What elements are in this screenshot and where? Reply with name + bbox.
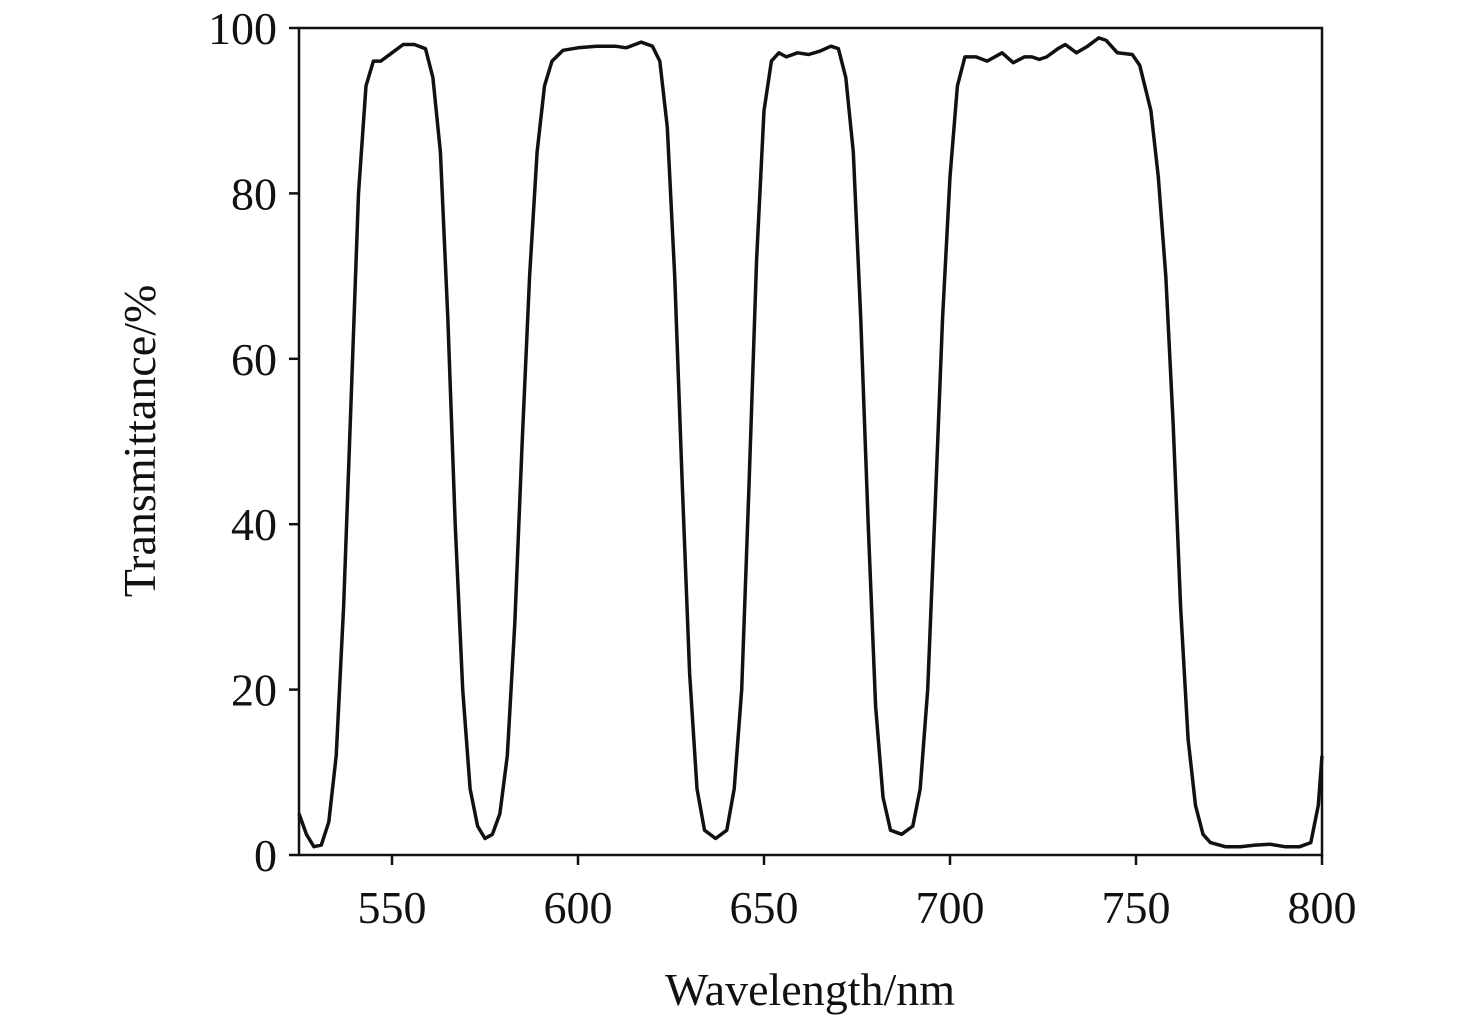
- y-tick-label: 80: [231, 168, 277, 219]
- data-line: [297, 36, 1324, 849]
- x-tick-label: 550: [358, 882, 427, 933]
- y-tick-label: 60: [231, 334, 277, 385]
- x-axis-label: Wavelength/nm: [665, 964, 955, 1015]
- y-axis-label: Transmittance/%: [114, 285, 165, 598]
- x-tick-label: 750: [1102, 882, 1171, 933]
- x-tick-label: 700: [916, 882, 985, 933]
- y-tick-label: 0: [254, 830, 277, 881]
- plot-frame: [297, 26, 1324, 857]
- y-tick-label: 20: [231, 665, 277, 716]
- x-tick-label: 650: [730, 882, 799, 933]
- y-tick-label: 100: [208, 3, 277, 54]
- y-tick-label: 40: [231, 499, 277, 550]
- x-tick-label: 800: [1288, 882, 1357, 933]
- x-tick-label: 600: [544, 882, 613, 933]
